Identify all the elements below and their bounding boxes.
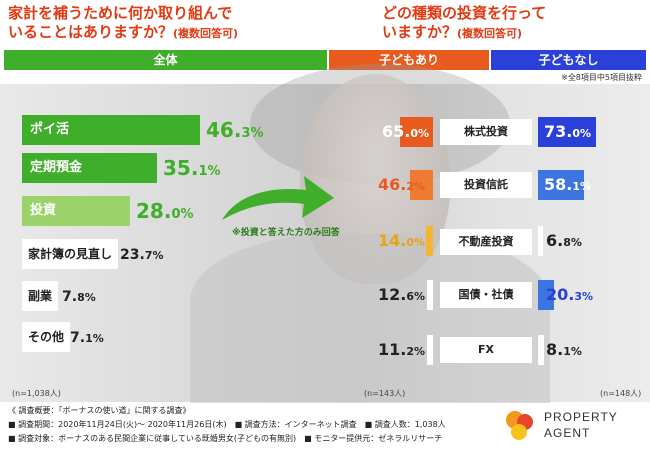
header-all: 全体 — [4, 50, 327, 70]
with-children-value-label: 65.0% — [382, 122, 430, 141]
without-children-bar — [538, 335, 544, 365]
right-question-title: どの種類の投資を行って いますか？(複数回答可) — [382, 4, 642, 43]
with-children-bar — [427, 280, 433, 310]
with-children-bar — [427, 335, 433, 365]
without-children-value-label: 6.8% — [546, 231, 582, 250]
overall-value-label: 23.7% — [120, 247, 164, 263]
n-label-left: (n=1,038人) — [12, 389, 61, 398]
overall-bar-label: 定期預金 — [30, 160, 83, 175]
investment-category-label: 投資信託 — [440, 172, 532, 198]
overall-bar-label: 投資 — [30, 203, 57, 218]
header-without-children: 子どもなし — [491, 50, 646, 70]
footer-line1: 《 調査概要：「ボーナスの使い道」に関する調査》 — [8, 406, 191, 415]
left-title-sub: (複数回答可) — [173, 27, 239, 40]
overall-bar: ポイ活 — [22, 115, 200, 145]
right-title-sub: (複数回答可) — [457, 27, 523, 40]
with-children-value-label: 14.0% — [378, 231, 426, 250]
overall-bar-label: ポイ活 — [30, 122, 70, 137]
footer-line2: ■ 調査期間：2020年11月24日(火)～ 2020年11月26日(木) ■ … — [8, 420, 446, 429]
with-children-bar — [400, 117, 433, 147]
right-title-line2: いますか？ — [382, 23, 458, 41]
with-children-value-label: 11.2% — [378, 340, 426, 359]
with-children-value-label: 12.6% — [378, 285, 426, 304]
property-agent-logo-icon — [506, 411, 533, 440]
green-arrow-icon — [222, 176, 334, 220]
right-title-line1: どの種類の投資を行って — [382, 4, 547, 22]
overall-bar-label: その他 — [22, 322, 71, 352]
overall-bar: 定期預金 — [22, 153, 157, 183]
header-with-children: 子どもあり — [329, 50, 489, 70]
investment-category-label: 国債・社債 — [440, 282, 532, 308]
investment-category-label: FX — [440, 337, 532, 363]
without-children-value-label: 20.3% — [546, 285, 594, 304]
investment-category-label: 株式投資 — [440, 119, 532, 145]
left-question-title: 家計を補うために何か取り組んで いることはありますか？(複数回答可) — [8, 4, 328, 43]
overall-bar: 投資 — [22, 196, 130, 226]
left-title-line2: いることはありますか？ — [8, 23, 174, 41]
overall-value-label: 28.0% — [136, 199, 194, 223]
footer-line3: ■ 調査対象：ボーナスのある民間企業に従事している既婚男女(子どもの有無別) ■… — [8, 434, 443, 443]
with-children-bar — [426, 226, 433, 256]
without-children-bar — [538, 280, 554, 310]
arrow-note: ※投資と答えた方のみ回答 — [232, 228, 340, 238]
overall-value-label: 46.3% — [206, 118, 264, 142]
logo-text-agent: AGENT — [544, 426, 591, 440]
left-title-line1: 家計を補うために何か取り組んで — [8, 4, 233, 22]
with-children-bar — [410, 170, 433, 200]
n-label-right: (n=148人) — [600, 389, 642, 398]
overall-value-label: 7.8% — [62, 289, 96, 305]
top-note: ※全8項目中5項目抜粋 — [561, 73, 642, 82]
overall-value-label: 35.1% — [163, 156, 221, 180]
without-children-value-label: 8.1% — [546, 340, 582, 359]
without-children-bar — [538, 226, 543, 256]
investment-category-label: 不動産投資 — [440, 229, 532, 255]
without-children-value-label: 58.1% — [544, 175, 592, 194]
overall-bar-label: 家計簿の見直し — [22, 239, 119, 269]
without-children-bar — [538, 117, 596, 147]
survey-footer: 《 調査概要：「ボーナスの使い道」に関する調査》 ■ 調査期間：2020年11月… — [0, 403, 650, 450]
without-children-bar — [538, 170, 584, 200]
with-children-value-label: 46.2% — [378, 175, 426, 194]
overall-bar-label: 副業 — [22, 281, 59, 311]
overall-value-label: 7.1% — [70, 330, 104, 346]
logo-text-property: PROPERTY — [544, 410, 618, 424]
n-label-middle: (n=143人) — [364, 389, 406, 398]
without-children-value-label: 73.0% — [544, 122, 592, 141]
